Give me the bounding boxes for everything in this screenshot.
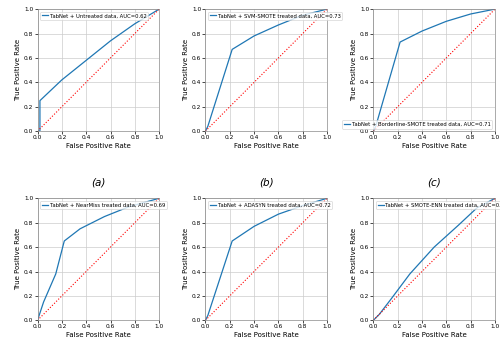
Legend: TabNet + ADASYN treated data, AUC=0.72: TabNet + ADASYN treated data, AUC=0.72 — [208, 201, 332, 209]
Legend: TabNet + NearMiss treated data, AUC=0.69: TabNet + NearMiss treated data, AUC=0.69 — [40, 201, 166, 209]
X-axis label: False Positive Rate: False Positive Rate — [66, 143, 130, 149]
X-axis label: False Positive Rate: False Positive Rate — [402, 332, 466, 338]
Y-axis label: True Positive Rate: True Positive Rate — [183, 39, 189, 101]
Legend: TabNet + Borderline-SMOTE treated data, AUC=0.71: TabNet + Borderline-SMOTE treated data, … — [342, 120, 492, 128]
Text: (c): (c) — [428, 178, 441, 187]
Legend: TabNet + SVM-SMOTE treated data, AUC=0.73: TabNet + SVM-SMOTE treated data, AUC=0.7… — [208, 12, 342, 20]
Y-axis label: True Positive Rate: True Positive Rate — [15, 228, 21, 290]
X-axis label: False Positive Rate: False Positive Rate — [66, 332, 130, 338]
Y-axis label: True Positive Rate: True Positive Rate — [351, 39, 357, 101]
Legend: TabNet + Untreated data, AUC=0.62: TabNet + Untreated data, AUC=0.62 — [40, 12, 148, 20]
X-axis label: False Positive Rate: False Positive Rate — [402, 143, 466, 149]
Y-axis label: True Positive Rate: True Positive Rate — [183, 228, 189, 290]
X-axis label: False Positive Rate: False Positive Rate — [234, 143, 298, 149]
X-axis label: False Positive Rate: False Positive Rate — [234, 332, 298, 338]
Text: (b): (b) — [259, 178, 274, 187]
Text: (a): (a) — [91, 178, 106, 187]
Y-axis label: True Positive Rate: True Positive Rate — [351, 228, 357, 290]
Y-axis label: True Positive Rate: True Positive Rate — [15, 39, 21, 101]
Legend: TabNet + SMOTE-ENN treated data, AUC=0.64: TabNet + SMOTE-ENN treated data, AUC=0.6… — [376, 201, 500, 209]
